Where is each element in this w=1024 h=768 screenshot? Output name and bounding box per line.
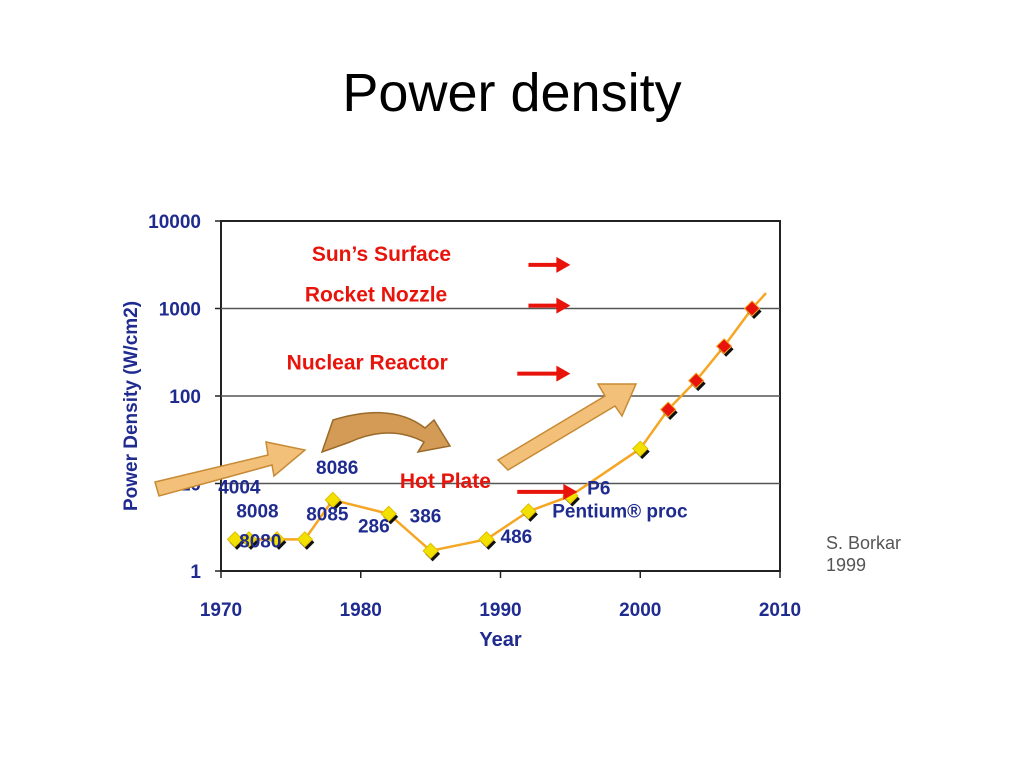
y-tick-label-1: 1 (190, 562, 201, 583)
data-point (687, 372, 705, 389)
point-label: 286 (358, 517, 390, 538)
x-tick-label-1970: 1970 (200, 600, 242, 621)
data-point (520, 503, 537, 520)
trend-arrow-left (154, 441, 307, 497)
data-point (632, 440, 649, 457)
y-axis-title: Power Density (W/cm2) (121, 301, 142, 511)
x-axis-title: Year (479, 629, 521, 651)
y-tick-label-1000: 1000 (159, 300, 201, 321)
point-label: 386 (410, 506, 442, 527)
x-tick-label-2010: 2010 (759, 600, 801, 621)
point-label: 8008 (236, 501, 278, 522)
data-point (296, 531, 314, 548)
point-label: 4004 (218, 477, 261, 498)
data-point (478, 531, 495, 548)
x-tick-label-2000: 2000 (619, 600, 661, 621)
annotation-label: Sun’s Surface (312, 243, 451, 266)
y-tick-label-10000: 10000 (148, 212, 201, 233)
curved-arrow (320, 411, 452, 454)
x-tick-label-1980: 1980 (340, 600, 382, 621)
annotation-label: Hot Plate (400, 470, 491, 493)
point-label: Pentium® proc (552, 501, 688, 522)
data-point (226, 531, 244, 548)
data-point (324, 491, 342, 509)
point-label: 8086 (316, 458, 358, 479)
data-point (659, 401, 677, 418)
data-point (743, 300, 761, 317)
point-label: P6 (587, 478, 610, 499)
y-tick-label-100: 100 (169, 387, 201, 408)
annotation-arrow-head (556, 297, 571, 314)
credit: S. Borkar 1999 (826, 532, 901, 576)
data-point (715, 338, 733, 355)
credit-year: 1999 (826, 555, 867, 575)
data-point (268, 531, 286, 548)
data-point (240, 531, 258, 548)
annotation-arrow-head (556, 256, 571, 273)
point-label: 8085 (306, 504, 349, 525)
credit-author: S. Borkar (826, 533, 902, 553)
trend-arrow-right (496, 383, 638, 471)
data-point (380, 505, 397, 523)
annotation-arrow-head (563, 483, 578, 500)
annotation-arrow-head (556, 365, 571, 382)
point-label: 486 (501, 527, 533, 548)
slide-title: Power density (342, 63, 682, 123)
x-tick-label-1990: 1990 (479, 600, 521, 621)
annotation-label: Nuclear Reactor (287, 352, 448, 375)
annotation-label: Rocket Nozzle (305, 284, 447, 307)
data-point (422, 542, 439, 560)
point-label: 8080 (239, 532, 281, 553)
